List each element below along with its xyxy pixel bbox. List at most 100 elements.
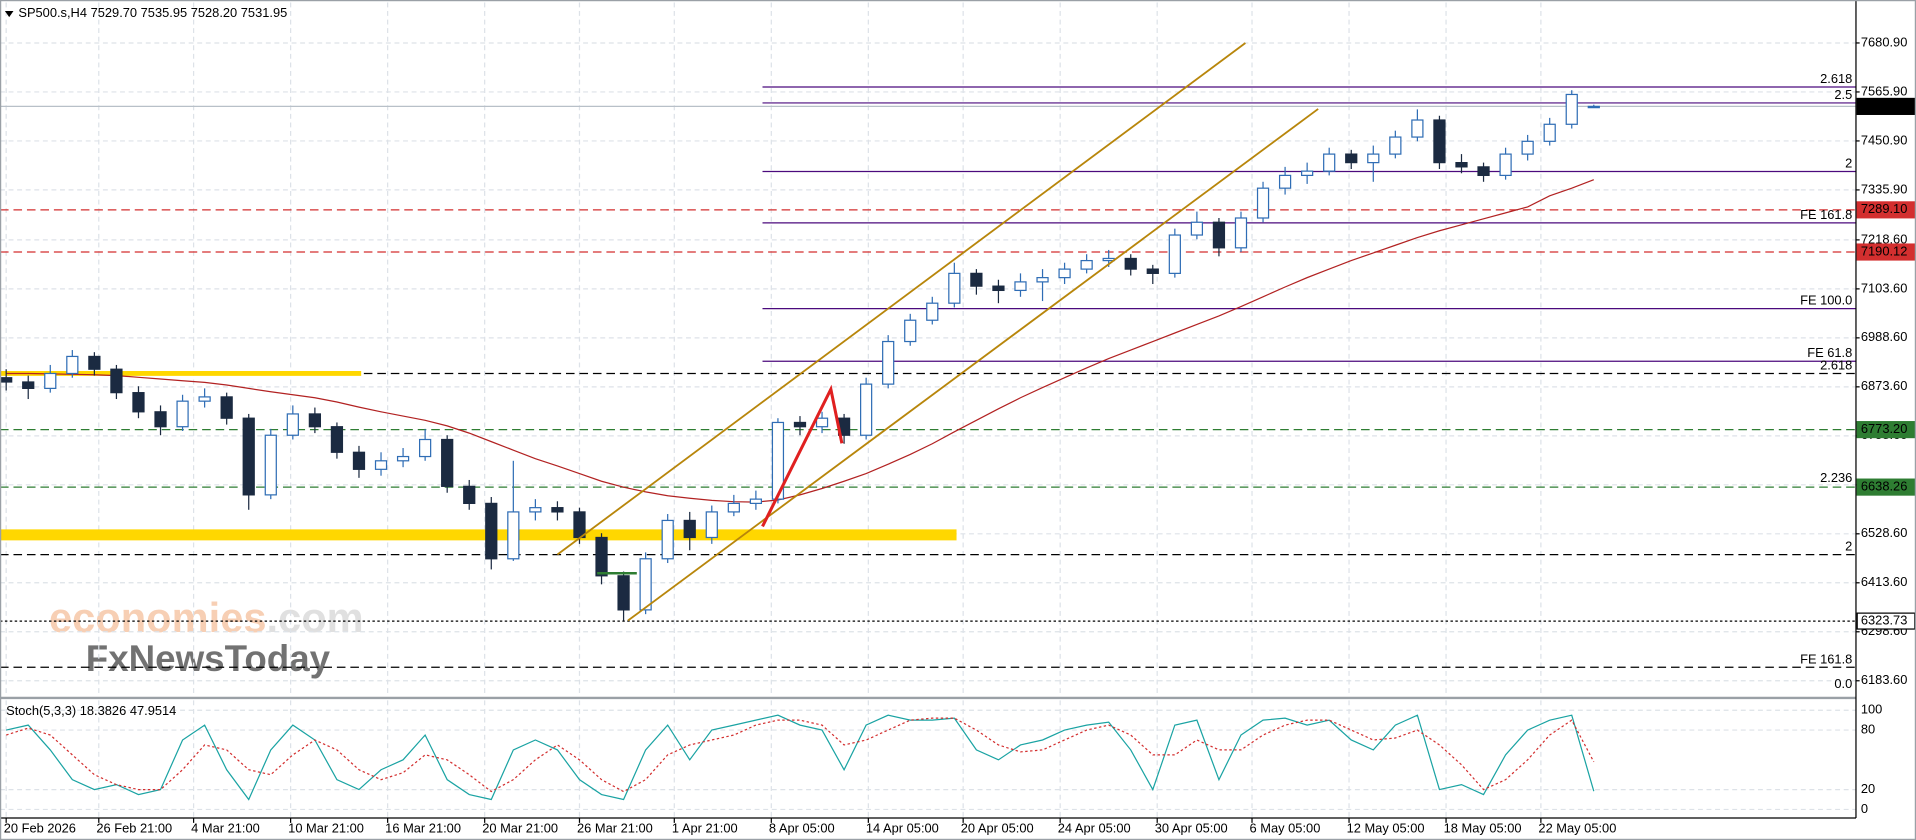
price-box-label: 7190.12 [1861, 243, 1907, 258]
data [0, 42, 1600, 801]
candle-body [727, 502, 740, 513]
candle-body [1256, 187, 1270, 219]
candle-body [441, 438, 454, 487]
moving-average [6, 179, 1595, 503]
y-tick-label: 20 [1861, 781, 1875, 796]
x-tick-label: 24 Apr 05:00 [1058, 820, 1131, 835]
candle-body [705, 511, 718, 539]
y-tick-label: 6873.60 [1861, 378, 1907, 393]
candle-body [22, 381, 35, 389]
candle-body [352, 451, 366, 470]
candle-body [1146, 268, 1159, 274]
candle-body [1565, 93, 1578, 125]
candle-body [639, 558, 652, 611]
chart-title: SP500.s,H4 7529.70 7535.95 7528.20 7531.… [18, 5, 287, 20]
candle-body [374, 460, 388, 470]
candle-body [1301, 170, 1314, 177]
x-tick-label: 8 Apr 05:00 [769, 820, 835, 835]
y-tick-label: 6988.60 [1861, 329, 1907, 344]
candle-body [1058, 268, 1071, 279]
x-tick-label: 1 Apr 21:00 [672, 820, 738, 835]
price-box-label: 6638.26 [1861, 478, 1907, 493]
x-tick-label: 14 Apr 05:00 [866, 820, 939, 835]
candle-body [132, 392, 145, 413]
candle-body [948, 272, 961, 304]
candle-body [992, 285, 1005, 292]
candle-body [1080, 259, 1093, 270]
x-tick-label: 26 Feb 21:00 [96, 820, 172, 835]
candle-body [44, 372, 57, 389]
candle-body [242, 417, 255, 496]
x-tick-label: 16 Mar 21:00 [385, 820, 461, 835]
axis-labels: 7680.90 7565.90 7450.90 7335.90 7218.60 7103.… [4, 34, 1916, 835]
candle-body [66, 355, 79, 375]
x-tick-label: 10 Mar 21:00 [288, 820, 364, 835]
candle-body [683, 519, 696, 539]
candle-body [88, 355, 101, 370]
candle-body [1389, 136, 1402, 155]
x-tick-label: 20 Feb 2026 [4, 820, 76, 835]
x-tick-label: 20 Apr 05:00 [961, 820, 1034, 835]
candle-body [463, 485, 476, 505]
candle-body [1521, 140, 1534, 155]
y-tick-label: 0 [1861, 801, 1868, 816]
candle-body [110, 368, 123, 394]
candle-body [771, 421, 785, 500]
x-tick-label: 22 May 05:00 [1538, 820, 1616, 835]
x-tick-label: 4 Mar 21:00 [191, 820, 260, 835]
level-name: FE 100.0 [1800, 293, 1852, 308]
candle-body [1234, 217, 1248, 249]
candle-body [904, 319, 917, 343]
level-name: 2 [1845, 156, 1852, 171]
level-name: FE 161.8 [1800, 651, 1852, 666]
candle-body [330, 426, 344, 453]
candle-body [154, 411, 167, 428]
price-box-label: 6773.20 [1861, 421, 1907, 436]
price-box-label: 6323.73 [1861, 612, 1907, 627]
candle-body [1212, 221, 1226, 249]
y-tick-label: 7450.90 [1861, 132, 1907, 147]
candle-body [485, 502, 498, 560]
levels [0, 86, 1856, 668]
level-name: 2.618 [1820, 358, 1852, 373]
candle-body [617, 575, 630, 611]
level-name: FE 61.8 [1807, 345, 1852, 360]
candle-body [1124, 257, 1137, 270]
level-name: 2 [1845, 539, 1852, 554]
candle-body [1168, 234, 1181, 274]
y-tick-label: 7335.90 [1861, 181, 1907, 196]
drawing-line [761, 384, 844, 528]
x-tick-label: 20 Mar 21:00 [482, 820, 558, 835]
candle-body [926, 302, 939, 321]
candle-body [1499, 153, 1512, 177]
menu-arrow[interactable] [4, 11, 14, 18]
candle-body [529, 507, 542, 513]
level-name: 2.5 [1834, 87, 1852, 102]
candle-body [970, 272, 983, 287]
watermark-part: .com [267, 594, 364, 641]
candle-body [1543, 123, 1556, 142]
x-tick-label: 18 May 05:00 [1444, 820, 1522, 835]
x-tick-label: 6 May 05:00 [1250, 820, 1321, 835]
level-name: 0.0 [1834, 676, 1852, 691]
candle-body [551, 507, 564, 513]
candle-body [1587, 105, 1600, 109]
stochastic-line [6, 714, 1595, 801]
candle-body [1323, 153, 1336, 172]
drawing-line [627, 108, 1319, 622]
watermark-part: economies [49, 594, 267, 641]
y-tick-label: 100 [1861, 702, 1882, 717]
candle-body [1433, 119, 1446, 164]
candle-body [595, 536, 608, 577]
indicator-title: Stoch(5,3,3) 18.3826 47.9514 [6, 703, 176, 718]
candle-body [1278, 174, 1292, 189]
level-name: FE 161.8 [1800, 207, 1852, 222]
y-tick-label: 7103.60 [1861, 280, 1907, 295]
candle-body [1036, 277, 1049, 283]
y-tick-label: 6528.60 [1861, 525, 1907, 540]
y-tick-label: 6183.60 [1861, 672, 1907, 687]
candle-body [882, 340, 895, 385]
